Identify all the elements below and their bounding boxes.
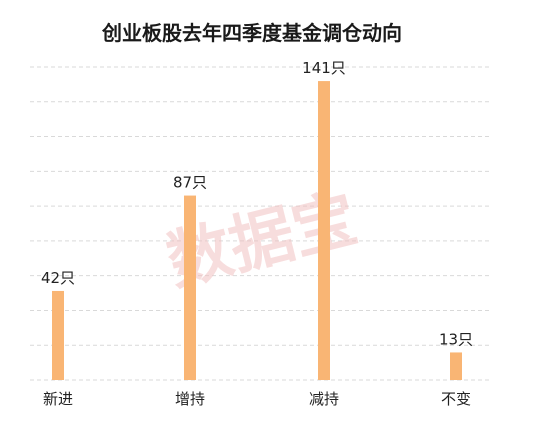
data-label-1: 87只	[173, 174, 207, 192]
data-label-0: 42只	[41, 269, 75, 287]
category-label-2: 减持	[309, 390, 339, 408]
chart-title: 创业板股去年四季度基金调仓动向	[101, 21, 402, 45]
bar-0	[52, 290, 64, 380]
bar-1	[184, 195, 196, 380]
category-labels: 新进 增持 减持 不变	[43, 390, 471, 408]
bar-3	[450, 352, 462, 380]
bar-2	[318, 81, 330, 380]
value-labels: 42只 87只 141只 13只	[41, 59, 473, 348]
category-label-0: 新进	[43, 390, 73, 408]
data-label-2: 141只	[302, 59, 346, 77]
category-label-3: 不变	[441, 390, 471, 408]
data-label-3: 13只	[439, 330, 473, 348]
bars	[52, 81, 462, 380]
category-label-1: 增持	[175, 390, 205, 408]
